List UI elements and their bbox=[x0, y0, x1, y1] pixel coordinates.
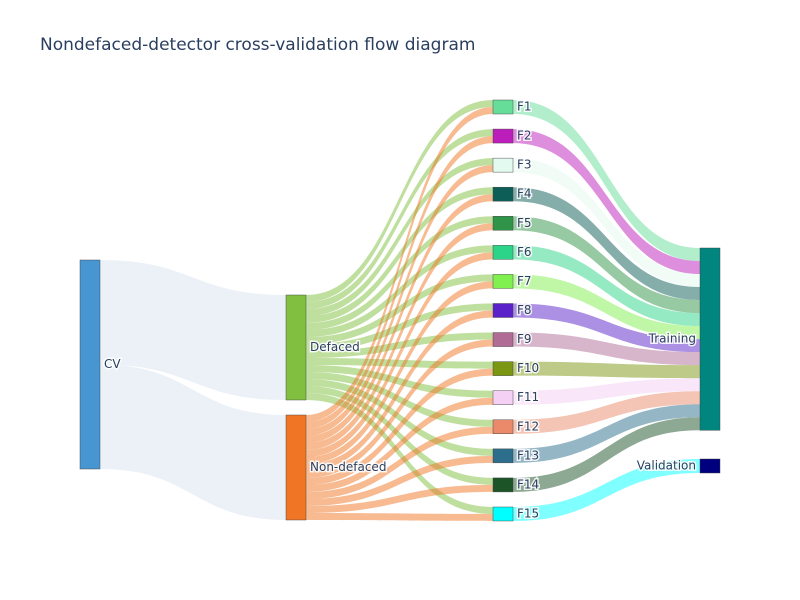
node-f9[interactable] bbox=[492, 332, 514, 347]
node-label-f12: F12 bbox=[517, 419, 539, 433]
node-label-f4: F4 bbox=[517, 187, 532, 201]
node-label-f13: F13 bbox=[517, 448, 539, 462]
node-label-training: Training bbox=[648, 332, 696, 346]
link-non-defaced-to-f7[interactable] bbox=[306, 281, 493, 464]
node-f1[interactable] bbox=[492, 99, 514, 115]
node-f3[interactable] bbox=[492, 157, 514, 173]
node-defaced[interactable] bbox=[285, 294, 307, 401]
link-f5-to-training[interactable] bbox=[513, 216, 700, 314]
link-non-defaced-to-f5[interactable] bbox=[306, 223, 493, 450]
link-f9-to-training[interactable] bbox=[513, 332, 700, 366]
link-f2-to-training[interactable] bbox=[513, 129, 700, 275]
link-non-defaced-to-f1[interactable] bbox=[306, 107, 493, 422]
link-defaced-to-f1[interactable] bbox=[306, 100, 493, 302]
link-non-defaced-to-f13[interactable] bbox=[306, 455, 493, 506]
nodes-layer bbox=[79, 99, 721, 522]
link-defaced-to-f10[interactable] bbox=[306, 358, 493, 369]
node-label-f5: F5 bbox=[517, 216, 532, 230]
link-defaced-to-f7[interactable] bbox=[306, 274, 493, 344]
link-f7-to-training[interactable] bbox=[513, 274, 700, 340]
link-non-defaced-to-f11[interactable] bbox=[306, 397, 493, 492]
node-validation[interactable] bbox=[699, 458, 721, 474]
link-defaced-to-f3[interactable] bbox=[306, 158, 493, 316]
link-f10-to-training[interactable] bbox=[513, 361, 700, 379]
node-f14[interactable] bbox=[492, 477, 514, 493]
node-f13[interactable] bbox=[492, 448, 514, 464]
node-training[interactable] bbox=[699, 247, 721, 431]
node-label-non-defaced: Non-defaced bbox=[310, 460, 386, 474]
node-label-f10: F10 bbox=[517, 361, 539, 375]
link-defaced-to-f4[interactable] bbox=[306, 187, 493, 323]
link-defaced-to-f2[interactable] bbox=[306, 129, 493, 309]
node-label-f1: F1 bbox=[517, 100, 532, 114]
link-f11-to-training[interactable] bbox=[513, 378, 700, 405]
link-defaced-to-f14[interactable] bbox=[306, 386, 493, 485]
links-layer bbox=[100, 100, 700, 521]
link-defaced-to-f12[interactable] bbox=[306, 372, 493, 427]
link-non-defaced-to-f15[interactable] bbox=[306, 513, 493, 521]
link-non-defaced-to-f12[interactable] bbox=[306, 426, 493, 499]
link-non-defaced-to-f14[interactable] bbox=[306, 484, 493, 513]
labels-layer: CV Defaced Non-defaced F1 F2 F3 F4 F5 F6 F7 F8 F9 F1… bbox=[103, 98, 698, 522]
link-defaced-to-f11[interactable] bbox=[306, 365, 493, 398]
node-label-f15: F15 bbox=[517, 506, 539, 520]
link-cv-to-non-defaced[interactable] bbox=[100, 364, 286, 521]
link-f15-to-validation[interactable] bbox=[513, 459, 700, 521]
node-f8[interactable] bbox=[492, 303, 514, 318]
link-f4-to-training[interactable] bbox=[513, 187, 700, 301]
node-f11[interactable] bbox=[492, 390, 514, 405]
node-f10[interactable] bbox=[492, 361, 514, 376]
node-f15[interactable] bbox=[492, 506, 514, 522]
node-label-defaced: Defaced bbox=[310, 340, 360, 354]
node-non-defaced[interactable] bbox=[285, 414, 307, 521]
node-f12[interactable] bbox=[492, 419, 514, 435]
node-label-f8: F8 bbox=[517, 303, 532, 317]
node-label-f9: F9 bbox=[517, 332, 532, 346]
link-non-defaced-to-f9[interactable] bbox=[306, 339, 493, 478]
link-f14-to-training[interactable] bbox=[513, 417, 700, 492]
link-defaced-to-f13[interactable] bbox=[306, 379, 493, 456]
link-f12-to-training[interactable] bbox=[513, 391, 700, 434]
link-f13-to-training[interactable] bbox=[513, 404, 700, 463]
node-f2[interactable] bbox=[492, 128, 514, 144]
link-defaced-to-f9[interactable] bbox=[306, 332, 493, 358]
node-label-f14: F14 bbox=[517, 477, 539, 491]
node-label-f3: F3 bbox=[517, 158, 532, 172]
node-label-f7: F7 bbox=[517, 274, 532, 288]
link-non-defaced-to-f10[interactable] bbox=[306, 368, 493, 485]
link-non-defaced-to-f6[interactable] bbox=[306, 252, 493, 457]
link-defaced-to-f6[interactable] bbox=[306, 245, 493, 337]
node-cv[interactable] bbox=[79, 259, 101, 470]
node-label-f6: F6 bbox=[517, 245, 532, 259]
link-f3-to-training[interactable] bbox=[513, 158, 700, 288]
link-non-defaced-to-f3[interactable] bbox=[306, 165, 493, 436]
link-f8-to-training[interactable] bbox=[513, 303, 700, 353]
node-f5[interactable] bbox=[492, 216, 514, 231]
link-defaced-to-f15[interactable] bbox=[306, 393, 493, 514]
chart-title: Nondefaced-detector cross-validation flo… bbox=[40, 35, 475, 55]
node-label-f2: F2 bbox=[517, 129, 532, 143]
node-label-validation: Validation bbox=[637, 459, 696, 473]
node-label-f11: F11 bbox=[517, 390, 539, 404]
link-defaced-to-f5[interactable] bbox=[306, 216, 493, 330]
link-defaced-to-f8[interactable] bbox=[306, 303, 493, 351]
link-non-defaced-to-f4[interactable] bbox=[306, 194, 493, 443]
link-non-defaced-to-f2[interactable] bbox=[306, 136, 493, 429]
link-f6-to-training[interactable] bbox=[513, 245, 700, 327]
link-cv-to-defaced[interactable] bbox=[100, 260, 286, 400]
node-f6[interactable] bbox=[492, 245, 514, 260]
node-label-cv: CV bbox=[104, 357, 121, 371]
node-f7[interactable] bbox=[492, 274, 514, 289]
node-f4[interactable] bbox=[492, 186, 514, 202]
link-f1-to-training[interactable] bbox=[513, 100, 700, 262]
link-non-defaced-to-f8[interactable] bbox=[306, 310, 493, 471]
